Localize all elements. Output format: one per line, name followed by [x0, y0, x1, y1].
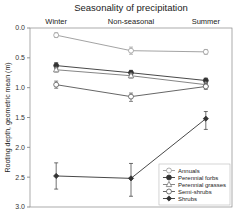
plot-data: [53, 33, 208, 197]
y-tick: [27, 87, 30, 88]
legend-swatch-marker: [166, 175, 171, 180]
point: [54, 82, 59, 87]
point: [54, 173, 59, 178]
series: [54, 33, 209, 55]
error-bar: [54, 67, 58, 72]
y-tick-label: 1.5: [15, 114, 25, 121]
legend-label: Annuals: [178, 168, 200, 174]
error-bar: [129, 47, 133, 54]
legend-swatch-marker: [166, 168, 171, 173]
point: [53, 67, 58, 72]
error-bar: [54, 81, 58, 88]
y-tick-label: 3.0: [15, 203, 25, 210]
series-line: [56, 66, 206, 81]
category-label: Winter: [45, 17, 67, 26]
legend-label: Shrubs: [178, 196, 197, 202]
y-tick-label: 1.0: [15, 84, 25, 91]
series: [54, 81, 209, 101]
y-tick-label: 0.5: [15, 54, 25, 61]
y-axis-label: Rooting depth, geometric mean (m): [4, 62, 12, 172]
point: [128, 176, 133, 181]
y-tick-label: 0.0: [15, 24, 25, 31]
legend-label: Perennial forbs: [178, 175, 218, 181]
legend-swatch-marker: [166, 181, 171, 186]
y-tick-label: 2.0: [15, 144, 25, 151]
chart: Seasonality of precipitation 0.0 0.5 1.0 1.5…: [0, 0, 237, 213]
y-tick: [27, 177, 30, 178]
error-bar: [54, 163, 58, 189]
y-tick-label: 2.5: [15, 174, 25, 181]
y-tick: [27, 57, 30, 58]
y-tick: [27, 147, 30, 148]
category-label: Summer: [192, 17, 221, 26]
y-tick: [27, 117, 30, 118]
point: [203, 84, 208, 89]
y-tick: [27, 28, 30, 29]
legend: AnnualsPerennial forbsPerennial grassesS…: [159, 164, 230, 205]
error-bar: [129, 163, 133, 196]
legend-frame: [159, 164, 230, 205]
point: [129, 48, 134, 53]
point: [203, 49, 208, 54]
y-tick: [27, 207, 30, 208]
legend-label: Perennial grasses: [178, 182, 226, 188]
legend-label: Semi-shrubs: [178, 189, 212, 195]
error-bar: [204, 112, 208, 130]
error-bar: [204, 83, 208, 89]
error-bar: [204, 49, 208, 54]
error-bar: [54, 33, 58, 38]
point: [203, 116, 208, 121]
plot-frame: [30, 28, 232, 207]
series-line: [56, 70, 206, 85]
legend-swatch-marker: [166, 196, 171, 201]
error-bar: [129, 73, 133, 78]
series: [53, 67, 208, 87]
legend-swatch-marker: [166, 189, 171, 194]
category-label: Non-seasonal: [108, 17, 155, 26]
title: Seasonality of precipitation: [74, 2, 188, 13]
point: [54, 33, 59, 38]
point: [129, 94, 134, 99]
error-bar: [129, 93, 133, 101]
series: [54, 63, 209, 83]
point: [128, 73, 133, 78]
